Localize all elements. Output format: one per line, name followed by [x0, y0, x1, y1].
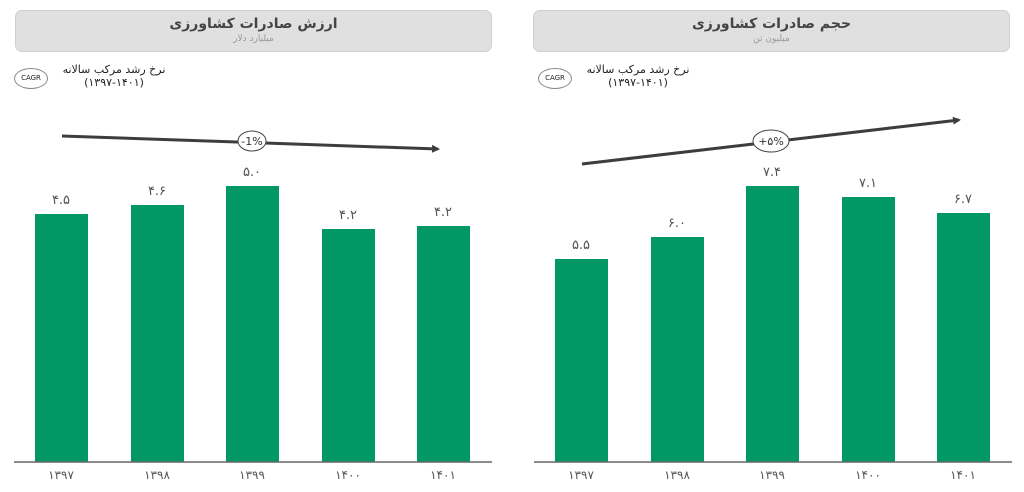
export-value-chart: -1% ۴.۵ ۴.۶ ۵.۰ ۴.۲ ۴.۲ ۱۳۹۷ ۱۳۹۸ ۱۳۹۹ ۱… [14, 130, 492, 482]
cagr-period: (۱۳۹۷-۱۴۰۱) [84, 76, 144, 89]
value-label: ۴.۵ [52, 193, 70, 208]
bar-1397 [35, 214, 88, 462]
value-label: ۵.۵ [572, 238, 590, 253]
cagr-period: (۱۳۹۷-۱۴۰۱) [608, 76, 668, 89]
cagr-badge: CAGR [538, 68, 572, 89]
export-volume-panel: حجم صادرات کشاورزی میلیون تن CAGR نرخ رش… [512, 0, 1024, 492]
x-tick-label: ۱۳۹۷ [48, 468, 74, 482]
x-tick-label: ۱۳۹۸ [144, 468, 170, 482]
chart-unit: میلیارد دلار [233, 34, 274, 44]
chart-title: حجم صادرات کشاورزی [691, 16, 852, 32]
export-volume-chart: +۵% ۵.۵ ۶.۰ ۷.۴ ۷.۱ ۶.۷ ۱۳۹۷ ۱۳۹۸ ۱۳۹۹ ۱… [534, 116, 1012, 482]
x-tick-label: ۱۴۰۱ [950, 468, 976, 482]
value-label: ۵.۰ [243, 165, 261, 180]
bar-1398 [651, 237, 704, 462]
cagr-caption: نرخ رشد مرکب سالانه (۱۳۹۷-۱۴۰۱) [573, 63, 703, 89]
value-label: ۴.۶ [148, 184, 166, 199]
chart-title: ارزش صادرات کشاورزی [169, 16, 338, 32]
cagr-value: +۵% [758, 135, 784, 148]
x-tick-label: ۱۳۹۸ [664, 468, 690, 482]
bar-1400 [842, 197, 895, 462]
bar-1399 [226, 186, 279, 462]
x-tick-label: ۱۳۹۹ [759, 468, 785, 482]
cagr-value: -1% [241, 135, 262, 148]
x-tick-label: ۱۳۹۷ [568, 468, 594, 482]
bar-1398 [131, 205, 184, 462]
x-tick-label: ۱۴۰۰ [855, 468, 881, 482]
x-tick-label: ۱۴۰۱ [430, 468, 456, 482]
export-value-panel: ارزش صادرات کشاورزی میلیارد دلار CAGR نر… [14, 10, 492, 482]
value-label: ۷.۱ [859, 176, 877, 191]
cagr-label: نرخ رشد مرکب سالانه [62, 63, 166, 76]
bar-1401 [937, 213, 990, 462]
bar-1397 [555, 259, 608, 462]
cagr-label: نرخ رشد مرکب سالانه [586, 63, 690, 76]
x-tick-label: ۱۴۰۰ [335, 468, 361, 482]
cagr-caption: نرخ رشد مرکب سالانه (۱۳۹۷-۱۴۰۱) [49, 63, 179, 89]
x-tick-label: ۱۳۹۹ [239, 468, 265, 482]
bar-1399 [746, 186, 799, 462]
bar-1400 [322, 229, 375, 462]
value-label: ۶.۰ [668, 216, 686, 231]
cagr-value-oval [237, 130, 267, 152]
export-value-header: ارزش صادرات کشاورزی میلیارد دلار [15, 10, 492, 52]
value-label: ۶.۷ [954, 192, 972, 207]
export-volume-header: حجم صادرات کشاورزی میلیون تن [533, 10, 1010, 52]
chart-unit: میلیون تن [753, 34, 790, 44]
bar-1401 [417, 226, 470, 462]
value-label: ۴.۲ [434, 205, 452, 220]
cagr-badge: CAGR [14, 68, 48, 89]
value-label: ۴.۲ [339, 208, 357, 223]
value-label: ۷.۴ [763, 165, 781, 180]
cagr-value-oval [752, 129, 790, 153]
